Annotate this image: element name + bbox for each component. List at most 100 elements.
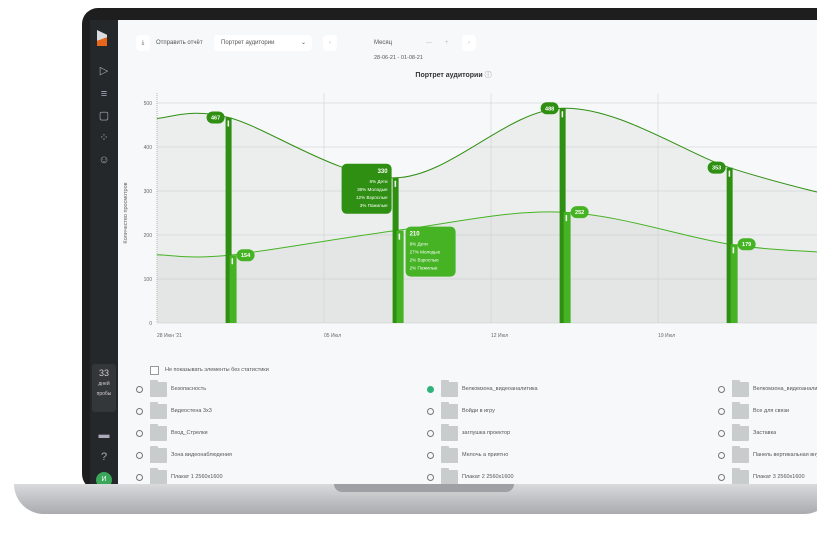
file-icon[interactable]: ▢ xyxy=(98,110,110,122)
plus-icon[interactable]: + xyxy=(445,40,449,46)
person-icon xyxy=(231,258,234,265)
radio-button[interactable] xyxy=(136,385,143,393)
info-icon[interactable]: ⓘ xyxy=(484,72,492,79)
radio-button[interactable] xyxy=(427,429,434,437)
list-item[interactable]: Плакат 3 2560х1600 xyxy=(718,467,805,484)
data-label: 488 xyxy=(545,106,554,112)
list-item[interactable]: Все для связи xyxy=(718,401,789,419)
list-item[interactable]: Плакат 1 2560х1600 xyxy=(136,467,223,484)
radio-button[interactable] xyxy=(136,429,143,437)
radio-button[interactable] xyxy=(718,429,725,437)
user-icon[interactable]: ☺ xyxy=(98,154,110,166)
item-label: Мелочь а приятно xyxy=(462,452,509,458)
radio-button[interactable] xyxy=(136,407,143,415)
bar[interactable] xyxy=(726,167,733,323)
folder-icon xyxy=(732,423,749,441)
download-icon[interactable]: ⤓ xyxy=(136,35,150,51)
hide-empty-checkbox[interactable] xyxy=(150,366,159,375)
next-period-button[interactable]: › xyxy=(462,35,476,51)
list-item[interactable]: Велкомзона_видеоаналитика xyxy=(718,379,817,397)
bar[interactable] xyxy=(563,212,571,323)
bar[interactable] xyxy=(229,255,237,323)
folder-icon xyxy=(441,467,458,484)
x-tick-label: 28 Июн '21 xyxy=(157,333,182,339)
item-label: Войди в игру xyxy=(462,408,495,414)
prev-period-button[interactable]: ‹ xyxy=(323,35,337,51)
folder-icon xyxy=(441,445,458,463)
loader-icon[interactable]: ⁘ xyxy=(99,132,109,144)
tooltip-line: 36% Молодые xyxy=(357,187,388,192)
person-icon xyxy=(561,111,564,118)
period-value: Месяц xyxy=(374,40,393,46)
data-label-bubble xyxy=(737,238,756,251)
folder-icon xyxy=(150,445,167,463)
avatar[interactable]: И xyxy=(96,472,112,484)
list-item[interactable]: Плакат 2 2560х1600 xyxy=(427,467,514,484)
item-label: Велкомзона_видеоаналитика xyxy=(462,386,538,392)
list-item[interactable]: Вход_Стрелки xyxy=(136,423,208,441)
bar[interactable] xyxy=(559,108,566,323)
radio-button[interactable] xyxy=(427,385,434,393)
radio-button[interactable] xyxy=(427,451,434,459)
data-label-bubble xyxy=(236,249,255,262)
radio-button[interactable] xyxy=(427,473,434,481)
y-tick-label: 400 xyxy=(144,145,153,151)
report-select-value: Портрет аудитории xyxy=(221,40,275,46)
list-item[interactable]: Видеостена 3х3 xyxy=(136,401,212,419)
radio-button[interactable] xyxy=(718,473,725,481)
list-item[interactable]: Панель вертикальная внутр xyxy=(718,445,817,463)
series-area xyxy=(157,108,817,323)
list-item[interactable]: заглушка проектор xyxy=(427,423,510,441)
list-item[interactable]: Мелочь а приятно xyxy=(427,445,509,463)
radio-button[interactable] xyxy=(718,451,725,459)
list-item[interactable]: Безопасность xyxy=(136,379,206,397)
list-item[interactable]: Войди в игру xyxy=(427,401,495,419)
bar[interactable] xyxy=(225,117,232,324)
hide-empty-label: Не показывать элементы без статистики xyxy=(165,367,269,373)
bar[interactable] xyxy=(396,230,404,323)
list-icon[interactable]: ≡ xyxy=(100,88,108,100)
item-label: Плакат 2 2560х1600 xyxy=(462,474,514,480)
help-icon[interactable]: ? xyxy=(100,451,108,463)
radio-button[interactable] xyxy=(718,407,725,415)
trial-badge[interactable]: 33 дней пробы xyxy=(92,364,116,412)
play-icon[interactable]: ▷ xyxy=(99,65,109,77)
bar[interactable] xyxy=(730,244,738,323)
app-screen: ▷ ≡ ▢ ⁘ ☺ 33 дней пробы ▬ ? И ⤓ Отправит… xyxy=(90,20,817,484)
radio-button[interactable] xyxy=(718,385,725,393)
list-item[interactable]: Зона видеонаблюдения xyxy=(136,445,232,463)
item-label: Зона видеонаблюдения xyxy=(171,452,232,458)
monitor-icon[interactable]: ▬ xyxy=(98,429,110,441)
item-label: Плакат 3 2560х1600 xyxy=(753,474,805,480)
tooltip-line: 2% Пожилые xyxy=(410,266,438,271)
series-area xyxy=(157,211,817,323)
send-report-button[interactable]: Отправить отчёт xyxy=(156,40,203,46)
radio-button[interactable] xyxy=(136,451,143,459)
item-label: Велкомзона_видеоаналитика xyxy=(753,386,817,392)
data-label: 252 xyxy=(575,210,584,216)
data-label: 179 xyxy=(742,242,751,248)
minus-icon[interactable]: — xyxy=(426,40,432,46)
folder-icon xyxy=(150,379,167,397)
folder-icon xyxy=(732,467,749,484)
list-item[interactable]: Велкомзона_видеоаналитика xyxy=(427,379,538,397)
radio-button[interactable] xyxy=(136,473,143,481)
y-tick-label: 200 xyxy=(144,233,153,239)
person-icon xyxy=(394,180,397,187)
folder-icon xyxy=(441,379,458,397)
list-item[interactable]: Заставка xyxy=(718,423,776,441)
radio-button[interactable] xyxy=(427,407,434,415)
tooltip-line: 9% Дети xyxy=(410,242,429,247)
bar[interactable] xyxy=(392,177,399,323)
date-range: 28-06-21 - 01-08-21 xyxy=(374,55,423,61)
item-label: Видеостена 3х3 xyxy=(171,408,212,414)
sidebar: ▷ ≡ ▢ ⁘ ☺ 33 дней пробы ▬ ? И xyxy=(90,20,118,484)
tooltip-value: 330 xyxy=(378,169,389,175)
laptop-base xyxy=(14,484,817,514)
data-label-bubble xyxy=(707,161,726,174)
folder-icon xyxy=(441,401,458,419)
tooltip-line: 12% Взрослые xyxy=(356,195,388,200)
data-label-bubble xyxy=(540,102,559,115)
report-select[interactable]: Портрет аудитории ⌄ xyxy=(214,35,312,51)
person-icon xyxy=(227,120,230,127)
